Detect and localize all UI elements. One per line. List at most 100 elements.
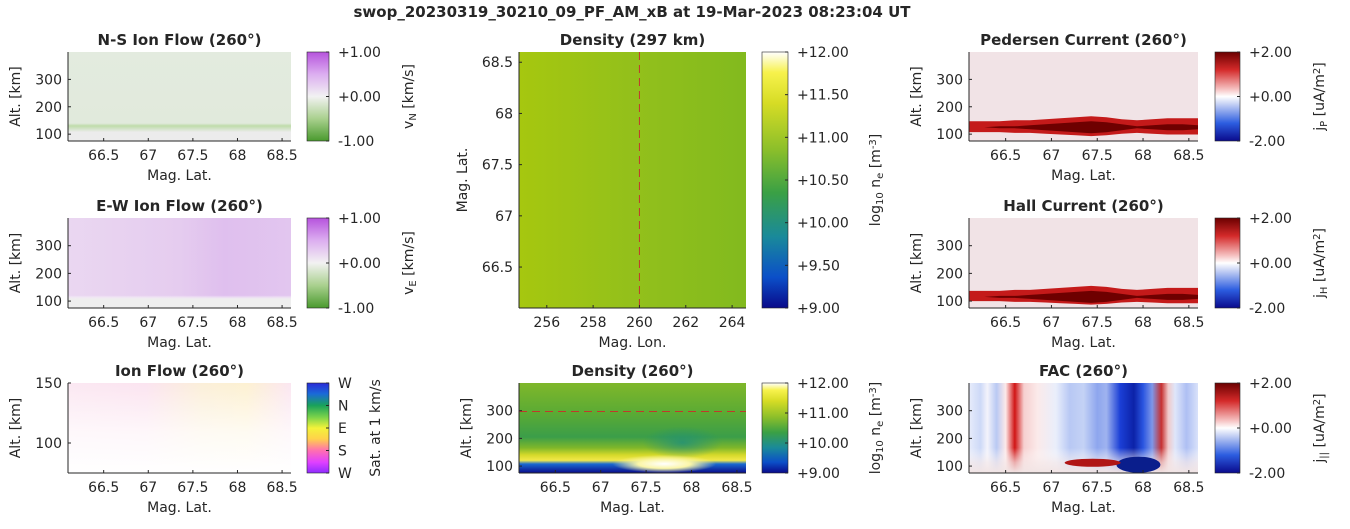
- colorbar-tick-label: N: [338, 399, 348, 415]
- x-tick-label: 67: [139, 480, 157, 496]
- y-tick-label: 200: [936, 431, 963, 447]
- y-tick-label: 100: [486, 459, 513, 475]
- label-subscript: ||: [1319, 452, 1330, 459]
- x-tick-label: 256: [533, 315, 560, 331]
- x-tick-label: 67.5: [177, 480, 208, 496]
- colorbar-tick-label: +0.00: [338, 90, 381, 106]
- colorbar-label: log10 ne [m-3]: [868, 382, 886, 475]
- label-part: j: [1312, 294, 1328, 299]
- colorbar-tick-label: +9.00: [797, 466, 840, 482]
- x-tick-label: 262: [672, 315, 699, 331]
- x-tick-label: 67.5: [1082, 480, 1113, 496]
- colorbar-tick-label: -1.00: [338, 134, 374, 150]
- colorbar-tick-label: +11.50: [797, 88, 849, 104]
- colorbar-tick-label: +0.00: [338, 256, 381, 272]
- y-axis-label: Alt. [km]: [909, 233, 925, 294]
- y-tick-label: 200: [35, 100, 62, 116]
- y-tick-label: 300: [486, 404, 513, 420]
- colorbar: [1214, 51, 1241, 142]
- x-tick-label: 66.5: [88, 148, 119, 164]
- current-core: [969, 121, 1198, 134]
- colorbar-tick-label: +11.00: [797, 406, 849, 422]
- x-axis-label: Mag. Lon.: [599, 335, 667, 351]
- colorbar-tick-label: +10.00: [797, 216, 849, 232]
- x-tick-label: 66.5: [88, 480, 119, 496]
- label-part: [uA/m: [1312, 405, 1328, 452]
- colorbar: [306, 382, 330, 474]
- label-subscript: e: [875, 421, 886, 427]
- x-tick-label: 67.5: [1082, 315, 1113, 331]
- label-part: log: [868, 453, 884, 474]
- y-tick-label: 200: [936, 100, 963, 116]
- colorbar-tick-label: -2.00: [1249, 134, 1285, 150]
- label-superscript: -3: [868, 387, 879, 397]
- fac-downward-core: [1116, 456, 1161, 473]
- label-subscript: e: [875, 173, 886, 179]
- x-tick-label: 66.5: [990, 148, 1021, 164]
- panel-title: Pedersen Current (260°): [980, 31, 1187, 49]
- x-tick-label: 67: [139, 315, 157, 331]
- y-tick-label: 67: [495, 209, 513, 225]
- label-part: [uA/m: [1312, 74, 1328, 121]
- colorbar-tick-label: +11.00: [797, 130, 849, 146]
- colorbar-tick-label: W: [338, 466, 352, 482]
- panel-fac: FAC (260°) 66.5 67 67.5 68 68.5 100 200 300 Mag. …: [909, 362, 1330, 516]
- y-tick-label: 68: [495, 106, 513, 122]
- panel-title: Hall Current (260°): [1003, 197, 1163, 215]
- colorbar-label: j|| [uA/m2]: [1312, 393, 1330, 463]
- x-tick-label: 66.5: [88, 315, 119, 331]
- heatmap-lower-layer: [68, 218, 291, 308]
- label-subscript: E: [408, 280, 419, 286]
- colorbar-tick-label: +10.00: [797, 436, 849, 452]
- x-tick-label: 260: [626, 315, 653, 331]
- colorbar: [1214, 382, 1241, 474]
- panel-title: Density (260°): [571, 362, 693, 380]
- colorbar-tick-label: -2.00: [1249, 466, 1285, 482]
- label-superscript: 2: [1312, 68, 1323, 74]
- label-part: j: [1312, 127, 1328, 132]
- x-tick-label: 67: [1043, 148, 1061, 164]
- x-tick-label: 68.5: [266, 315, 297, 331]
- panel-title: N-S Ion Flow (260°): [98, 31, 262, 49]
- x-axis-label: Mag. Lat.: [1051, 168, 1116, 184]
- x-tick-label: 68.5: [266, 480, 297, 496]
- label-part: ]: [868, 382, 884, 387]
- label-part: ]: [1312, 228, 1328, 233]
- y-tick-label: 150: [35, 376, 62, 392]
- y-tick-label: 100: [35, 294, 62, 310]
- x-tick-label: 68.5: [1173, 148, 1204, 164]
- label-part: n: [868, 427, 884, 436]
- x-tick-label: 68: [1134, 480, 1152, 496]
- x-tick-label: 67.5: [177, 315, 208, 331]
- x-tick-label: 68.5: [1173, 480, 1204, 496]
- y-tick-label: 100: [35, 436, 62, 452]
- y-axis-label: Alt. [km]: [8, 398, 24, 459]
- colorbar-tick-label: -2.00: [1249, 301, 1285, 317]
- label-superscript: -3: [868, 139, 879, 149]
- x-axis-label: Mag. Lat.: [147, 168, 212, 184]
- panel-title: Density (297 km): [560, 31, 705, 49]
- label-superscript: 2: [1312, 233, 1323, 239]
- x-tick-label: 68: [683, 480, 701, 496]
- x-tick-label: 258: [580, 315, 607, 331]
- colorbar-tick-label: +0.00: [1249, 421, 1292, 437]
- colorbar-tick-label: +1.00: [338, 45, 381, 61]
- x-tick-label: 67.5: [177, 148, 208, 164]
- x-tick-label: 68: [1134, 148, 1152, 164]
- x-tick-label: 67: [139, 148, 157, 164]
- x-tick-label: 68: [229, 148, 247, 164]
- panel-title: E-W Ion Flow (260°): [96, 197, 263, 215]
- x-axis-label: Mag. Lat.: [147, 500, 212, 516]
- heatmap-field: [68, 52, 291, 141]
- heatmap-fade: [969, 383, 1198, 473]
- y-tick-label: 100: [936, 459, 963, 475]
- y-axis-label: Alt. [km]: [8, 66, 24, 127]
- panel-density-profile: Density (260°) 66.5 67 67.5 68 68.5 100 200 300 M…: [459, 362, 886, 516]
- density-peak: [612, 454, 717, 473]
- y-tick-label: 300: [936, 404, 963, 420]
- x-tick-label: 68.5: [266, 148, 297, 164]
- colorbar-tick-label: +2.00: [1249, 211, 1292, 227]
- panel-ns-flow: N-S Ion Flow (260°) 66.5 67 67.5 68 68.5 100 20…: [8, 31, 419, 184]
- x-tick-label: 264: [719, 315, 746, 331]
- colorbar-tick-label: +1.00: [338, 211, 381, 227]
